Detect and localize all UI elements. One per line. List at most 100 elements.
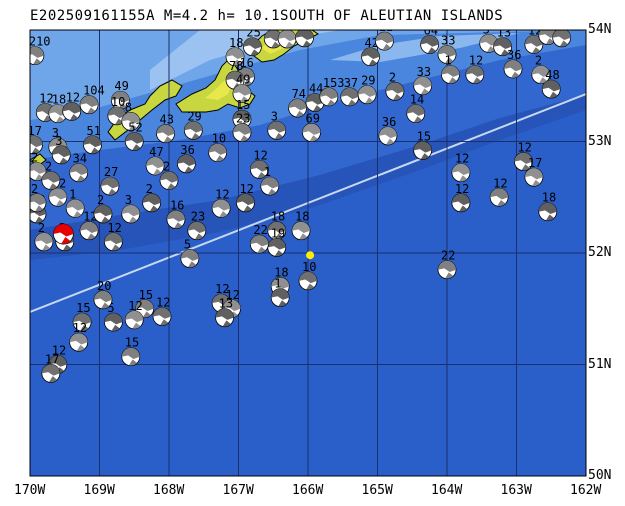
focal-mechanism: [107, 106, 127, 126]
depth-label: 2: [535, 54, 542, 68]
focal-mechanism: [215, 308, 235, 328]
focal-mechanism: [104, 232, 123, 252]
focal-mechanism: [93, 290, 113, 310]
focal-mechanism: [302, 123, 321, 142]
depth-label: 78: [229, 59, 243, 73]
focal-mechanism: [176, 154, 196, 174]
depth-label: 15: [76, 301, 90, 315]
focal-mechanism: [260, 176, 280, 196]
depth-label: 12: [455, 152, 469, 166]
depth-label: 36: [507, 48, 521, 62]
depth-label: 12: [253, 148, 267, 162]
depth-label: 12: [39, 92, 53, 106]
focal-mechanism: [249, 159, 269, 179]
focal-mechanism: [225, 47, 245, 67]
focal-mechanism: [524, 35, 544, 54]
focal-mechanism: [72, 312, 92, 332]
focal-mechanism: [152, 307, 172, 326]
focal-mechanism: [514, 152, 533, 171]
longitude-label: 167W: [222, 483, 254, 498]
depth-label: 33: [417, 65, 431, 79]
depth-label: 2: [31, 182, 38, 196]
depth-label: 23: [236, 112, 250, 126]
depth-label: 12: [226, 288, 240, 302]
focal-mechanism: [340, 87, 360, 107]
depth-label: 36: [556, 17, 570, 31]
depth-label: 22: [253, 223, 267, 237]
depth-label: 17: [27, 124, 41, 138]
region-label: SOUTH OF ALEUTIAN ISLANDS: [280, 8, 504, 24]
depth-label: 29: [361, 74, 375, 88]
focal-mechanism: [159, 171, 179, 190]
focal-mechanism: [267, 120, 287, 140]
depth-label: 34: [73, 152, 87, 166]
depth-label: 1: [264, 165, 271, 179]
focal-mechanism: [48, 104, 68, 124]
depth-label: 11: [378, 20, 392, 34]
depth-label: 44: [309, 81, 323, 95]
focal-mechanism: [479, 33, 499, 53]
focal-mechanism: [451, 193, 471, 213]
focal-mechanism: [493, 37, 513, 57]
depth-label: 25: [246, 26, 260, 40]
depth-label: 15: [236, 98, 250, 112]
depth-label: 36: [180, 143, 194, 157]
longitude-label: 166W: [292, 483, 324, 498]
focal-mechanism: [79, 95, 99, 115]
depth-label: 15: [125, 336, 139, 350]
depth-label: 12: [493, 176, 507, 190]
focal-mechanism: [69, 332, 89, 352]
focal-mechanism: [541, 79, 561, 99]
depth-label: 3: [55, 134, 62, 148]
depth-label: 29: [187, 109, 201, 123]
focal-mechanism: [531, 65, 551, 84]
focal-mechanism: [83, 135, 102, 155]
map-title: E202509161155A M=4.2 h= 10.1SOUTH OF ALE…: [30, 8, 503, 24]
depth-label: 49: [236, 73, 250, 87]
focal-mechanism: [288, 98, 307, 118]
focal-mechanism: [48, 187, 68, 207]
depth-label: 5: [483, 22, 490, 36]
depth-label: 12: [517, 141, 531, 155]
depth-label: 37: [344, 76, 358, 90]
depth-label: 3: [271, 109, 278, 123]
depth-label: 1: [69, 187, 76, 201]
depth-label: 12: [528, 23, 542, 37]
focal-mechanism: [124, 132, 144, 151]
depth-label: 2: [31, 151, 38, 165]
focal-mechanism: [451, 163, 471, 183]
depth-label: 14: [410, 93, 424, 107]
focal-mechanism: [30, 193, 47, 213]
depth-label: 12: [128, 299, 142, 313]
longitude-label: 168W: [153, 483, 185, 498]
depth-label: 16: [239, 56, 253, 70]
depth-label: 2: [163, 160, 170, 174]
depth-label: 64: [424, 23, 438, 37]
focal-mechanism: [180, 249, 200, 268]
depth-label: 18: [271, 210, 285, 224]
focal-mechanism: [298, 271, 318, 291]
latitude-label: 51N: [588, 356, 612, 372]
focal-mechanism: [69, 163, 89, 183]
depth-label: 47: [149, 145, 163, 159]
depth-label: 36: [382, 115, 396, 129]
depth-label: 2: [389, 70, 396, 84]
focal-mechanism: [524, 167, 544, 187]
shallow-shelf: [150, 30, 340, 90]
focal-mechanism: [319, 87, 339, 107]
focal-mechanism: [267, 238, 287, 257]
depth-label: 12: [52, 344, 66, 358]
focal-mechanism: [437, 45, 457, 64]
focal-mechanism: [420, 35, 440, 54]
depth-label: 18: [52, 93, 66, 107]
focal-mechanism: [34, 232, 54, 252]
depth-label: 18: [274, 265, 288, 279]
latitude-label: 52N: [588, 245, 612, 260]
focal-mechanism: [110, 90, 130, 110]
focal-mechanism: [100, 176, 120, 196]
depth-label: 27: [104, 165, 118, 179]
event-id-label: E202509161155A M=4.2 h= 10.1: [30, 8, 281, 24]
longitude-label: 169W: [83, 483, 115, 498]
